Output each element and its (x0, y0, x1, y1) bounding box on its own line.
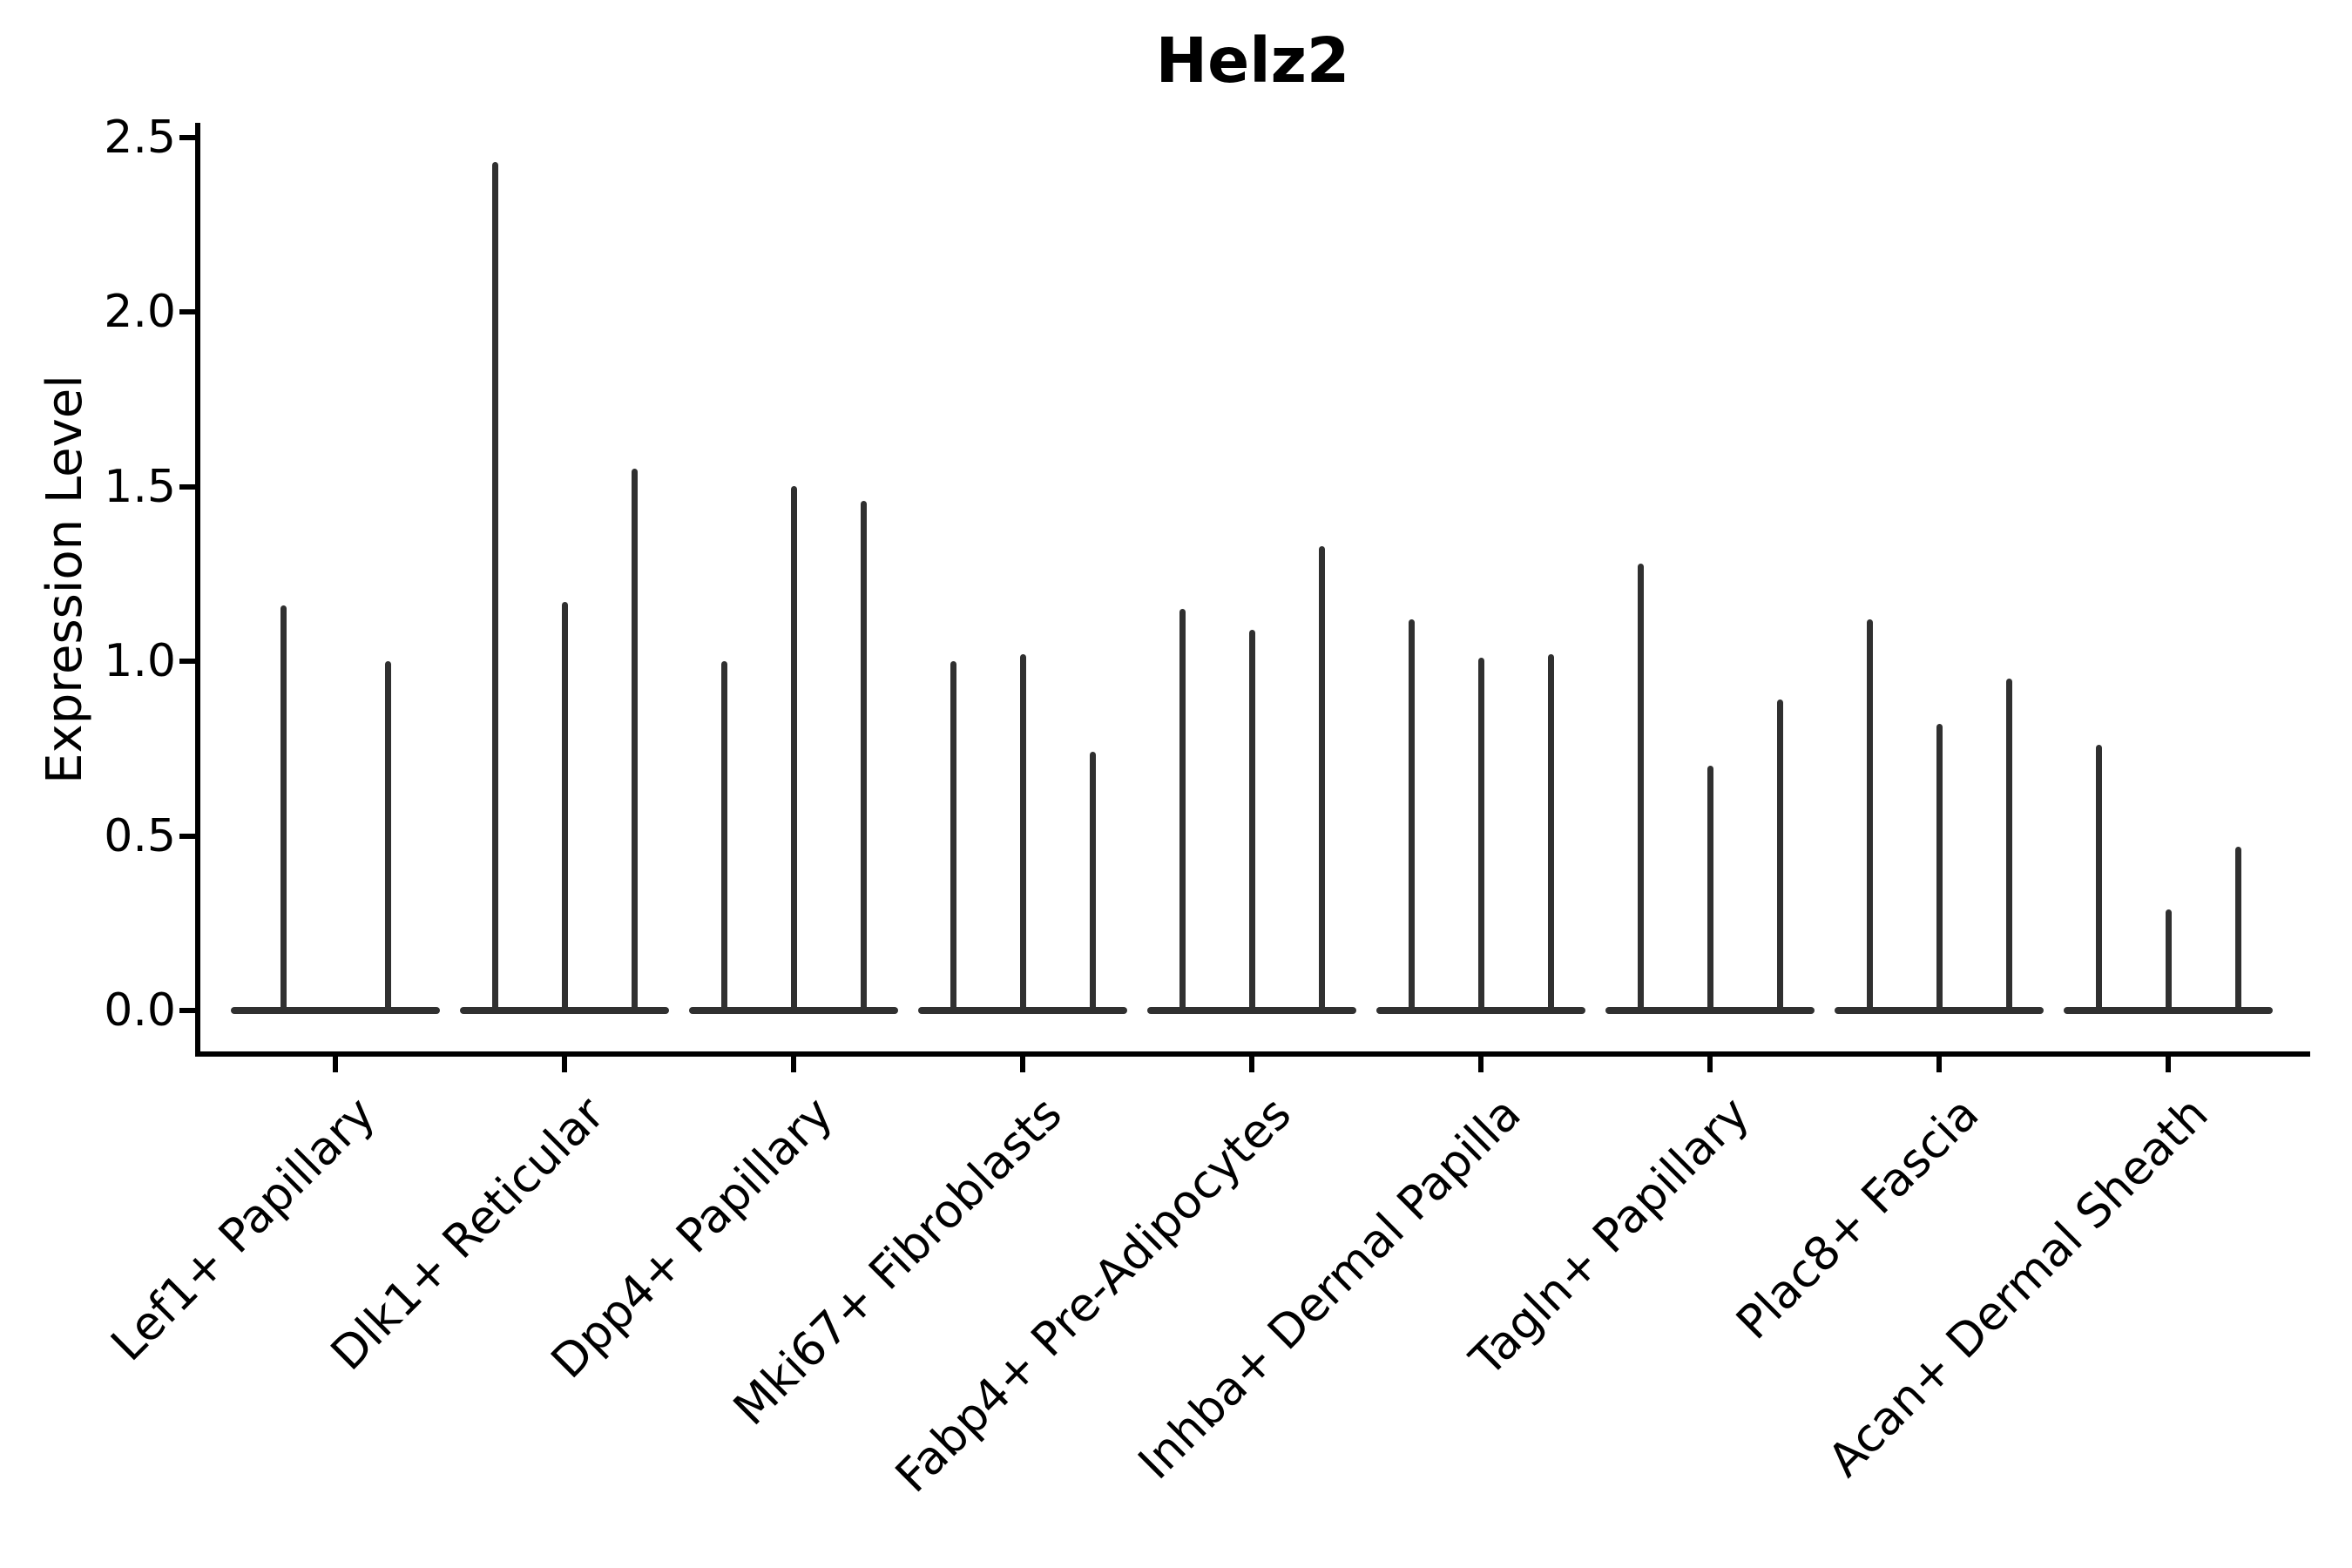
x-tick (1249, 1057, 1254, 1072)
x-tick (1936, 1057, 1942, 1072)
y-tick (179, 659, 195, 664)
violin-spike (1478, 658, 1484, 1014)
violin-spike (861, 501, 867, 1014)
x-axis-spine (195, 1051, 2310, 1057)
violin-spike (492, 162, 498, 1014)
y-tick (179, 309, 195, 314)
y-tick (179, 134, 195, 140)
y-tick-label: 0.5 (104, 809, 176, 862)
y-tick-label: 1.5 (104, 460, 176, 513)
violin-spike (791, 486, 797, 1014)
violin-spike (721, 661, 727, 1014)
violin-spike (1638, 564, 1644, 1014)
y-axis-spine (195, 123, 200, 1057)
x-tick (2166, 1057, 2171, 1072)
x-tick (1478, 1057, 1484, 1072)
violin-spike (1179, 609, 1186, 1014)
x-tick-label: Acan+ Dermal Sheath (1817, 1087, 2219, 1488)
violin-spike (2006, 679, 2012, 1014)
violin-spike (2166, 909, 2172, 1014)
violin-spike (2096, 745, 2102, 1014)
y-tick-label: 2.5 (104, 111, 176, 164)
violin-spike (1936, 724, 1943, 1014)
x-tick (1707, 1057, 1713, 1072)
y-tick-label: 2.0 (104, 286, 176, 338)
violin-spike (950, 661, 956, 1014)
x-tick-label: Inhba+ Dermal Papilla (1128, 1087, 1531, 1490)
x-tick-label: Plac8+ Fascia (1726, 1087, 1990, 1350)
violin-spike (1319, 546, 1325, 1014)
violin-spike (1090, 752, 1096, 1014)
x-tick (562, 1057, 567, 1072)
x-tick (791, 1057, 796, 1072)
violin-spike (385, 661, 391, 1014)
x-tick (1020, 1057, 1025, 1072)
violin-spike (1020, 654, 1026, 1014)
y-tick (179, 1008, 195, 1013)
violin-spike (632, 469, 638, 1014)
violin-spike (1707, 766, 1713, 1014)
violin-spike (280, 605, 287, 1014)
x-tick (333, 1057, 338, 1072)
y-tick (179, 833, 195, 839)
y-tick-label: 0.0 (104, 984, 176, 1037)
violin-base-segment (231, 1007, 440, 1014)
violin-spike (1777, 700, 1783, 1014)
violin-spike (1409, 619, 1415, 1014)
violin-spike (1867, 619, 1873, 1014)
chart-title: Helz2 (1155, 24, 1350, 97)
violin-spike (562, 602, 568, 1014)
y-tick-label: 1.0 (104, 635, 176, 687)
y-tick (179, 483, 195, 490)
violin-spike (1249, 630, 1255, 1014)
x-tick-label: Fabp4+ Pre-Adipocytes (885, 1087, 1302, 1504)
violin-spike (1548, 654, 1554, 1014)
violin-spike (2235, 847, 2241, 1014)
